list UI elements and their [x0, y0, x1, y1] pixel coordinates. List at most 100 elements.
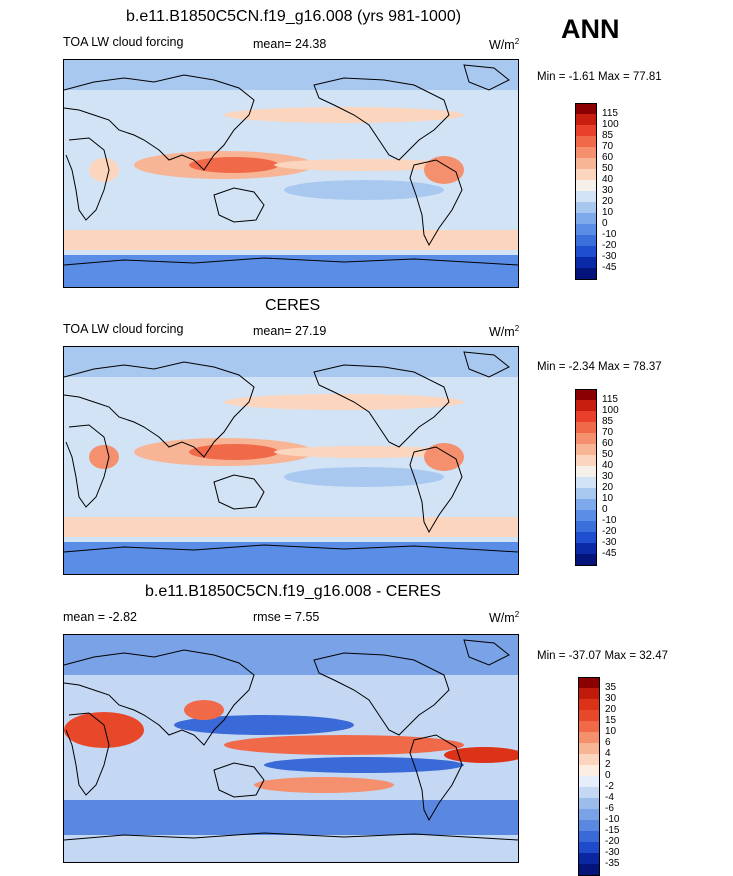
colorbar-tick-label: -20: [605, 836, 620, 847]
coastline-path: [64, 257, 518, 266]
colorbar-tick-label: 4: [605, 748, 611, 759]
panel3-rmse-label: rmse = 7.55: [253, 610, 320, 624]
colorbar-tick-label: -35: [605, 858, 620, 869]
panel3-minmax: Min = -37.07 Max = 32.47: [537, 650, 669, 662]
colorbar-tick-label: 70: [602, 427, 614, 438]
colorbar-tick-label: -4: [605, 792, 614, 803]
panel1-minmax: Min = -1.61 Max = 77.81: [537, 71, 662, 83]
colorbar-swatch: [575, 180, 597, 191]
colorbar-tick-label: -10: [602, 229, 617, 240]
colorbar-swatch: [578, 699, 600, 710]
colorbar-tick-label: 0: [605, 770, 611, 781]
coastline-path: [64, 74, 255, 171]
coastline-path: [313, 77, 450, 161]
colorbar-tick-label: 0: [602, 218, 608, 229]
colorbar-swatch: [578, 831, 600, 842]
colorbar-swatch: [578, 842, 600, 853]
colorbar-tick-label: -30: [602, 537, 617, 548]
colorbar-swatch: [578, 677, 600, 689]
colorbar-tick-label: -15: [605, 825, 620, 836]
colorbar-tick-label: 35: [605, 682, 617, 693]
colorbar-tick-label: 50: [602, 449, 614, 460]
colorbar-tick-label: -45: [602, 262, 617, 273]
coastlines: [64, 351, 518, 553]
colorbar-tick-label: 30: [602, 471, 614, 482]
colorbar-tick-label: 10: [602, 207, 614, 218]
colorbar-swatch: [578, 743, 600, 754]
colorbar-tick-label: 50: [602, 163, 614, 174]
colorbar-swatch: [575, 224, 597, 235]
colorbar-swatch: [575, 488, 597, 499]
colorbar-tick-label: -30: [602, 251, 617, 262]
colorbar-swatch: [575, 400, 597, 411]
coastline-path: [65, 137, 110, 221]
colorbar-swatch: [575, 422, 597, 433]
colorbar-tick-label: -2: [605, 781, 614, 792]
colorbar-tick-label: 20: [602, 482, 614, 493]
panel3-mean-label: mean = -2.82: [63, 610, 138, 624]
colorbar-swatch: [575, 246, 597, 257]
coastline-path: [213, 187, 265, 223]
colorbar-tick-label: 6: [605, 737, 611, 748]
colorbar-tick-label: 30: [602, 185, 614, 196]
coastlines: [64, 64, 518, 266]
colorbar-swatch: [578, 820, 600, 831]
colorbar-tick-label: 10: [602, 493, 614, 504]
colorbar-swatch: [578, 809, 600, 820]
colorbar-tick-label: 60: [602, 152, 614, 163]
colorbar-tick-label: -20: [602, 526, 617, 537]
coastline-path: [64, 649, 255, 746]
field-shading: [64, 635, 518, 862]
colorbar-swatch: [575, 213, 597, 224]
coastline-path: [463, 64, 510, 91]
coastline-path: [64, 361, 255, 458]
colorbar-swatch: [578, 688, 600, 699]
colorbar-tick-label: 30: [605, 693, 617, 704]
panel2-units: W/m2: [489, 324, 520, 340]
colorbar-tick-label: 40: [602, 174, 614, 185]
colorbar-swatch: [578, 776, 600, 787]
colorbar-tick-label: -10: [605, 814, 620, 825]
panel3-units: W/m2: [489, 610, 520, 626]
colorbar-swatch: [578, 732, 600, 743]
colorbar-swatch: [578, 853, 600, 864]
colorbar-tick-label: 40: [602, 460, 614, 471]
colorbar-swatch: [575, 114, 597, 125]
coastline-path: [409, 446, 463, 534]
coastline-path: [409, 159, 463, 247]
panel1-map: [63, 59, 519, 288]
colorbar-swatch: [575, 499, 597, 510]
coastline-path: [213, 474, 265, 510]
colorbar-tick-label: 20: [605, 704, 617, 715]
colorbar-swatch: [575, 510, 597, 521]
colorbar-swatch: [575, 268, 597, 280]
colorbar-swatch: [578, 798, 600, 809]
colorbar-tick-label: -6: [605, 803, 614, 814]
panel1-title: b.e11.B1850C5CN.f19_g16.008 (yrs 981-100…: [126, 8, 462, 25]
colorbar-tick-label: 100: [602, 405, 619, 416]
colorbar-tick-label: -45: [602, 548, 617, 559]
colorbar-tick-label: 15: [605, 715, 617, 726]
colorbar-swatch: [575, 257, 597, 268]
colorbar-swatch: [578, 710, 600, 721]
colorbar-tick-label: 115: [602, 108, 618, 119]
colorbar-swatch: [575, 169, 597, 180]
colorbar-swatch: [575, 147, 597, 158]
colorbar-tick-label: 0: [602, 504, 608, 515]
colorbar-swatch: [575, 103, 597, 115]
colorbar-swatch: [575, 389, 597, 401]
colorbar-swatch: [575, 543, 597, 554]
colorbar-tick-label: 115: [602, 394, 618, 405]
panel3-map: [63, 634, 519, 863]
panel1-units: W/m2: [489, 37, 520, 53]
colorbar-tick-label: 60: [602, 438, 614, 449]
coastline-path: [463, 351, 510, 378]
colorbar-swatch: [578, 754, 600, 765]
panel2-minmax: Min = -2.34 Max = 78.37: [537, 361, 662, 373]
colorbar-swatch: [575, 433, 597, 444]
coastlines: [64, 639, 518, 841]
colorbar-swatch: [575, 532, 597, 543]
colorbar-swatch: [575, 202, 597, 213]
coastline-path: [313, 652, 450, 736]
colorbar-tick-label: 85: [602, 416, 614, 427]
